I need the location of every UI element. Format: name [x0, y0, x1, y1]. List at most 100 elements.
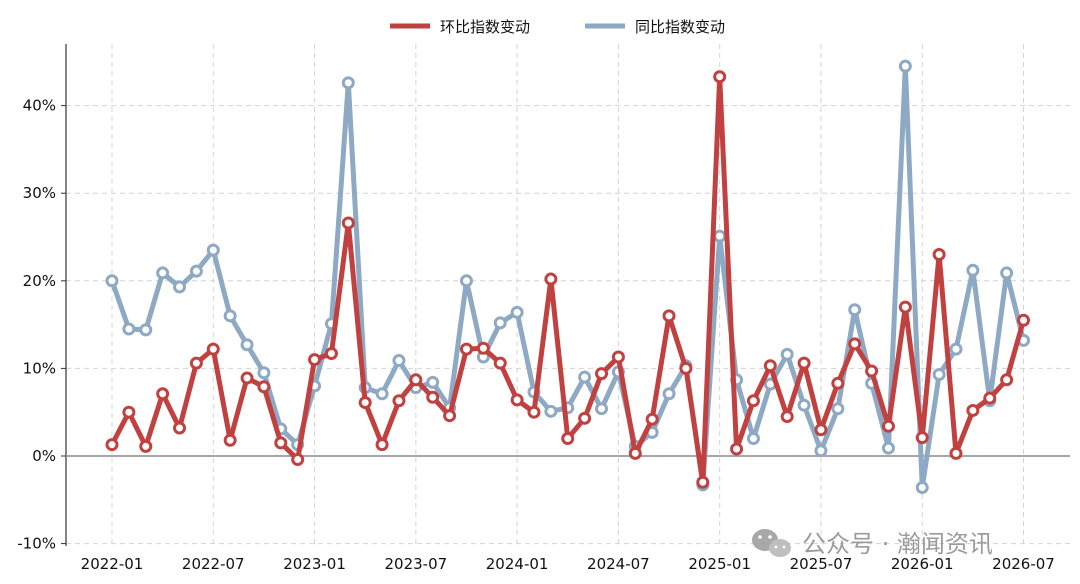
y-tick-label: 10% — [23, 359, 56, 377]
data-point — [139, 323, 153, 337]
data-point — [341, 76, 355, 90]
data-point — [578, 370, 592, 384]
x-tick-label: 2026-07 — [992, 555, 1055, 573]
data-point — [595, 402, 609, 416]
legend-item-mom: 环比指数变动 — [390, 18, 530, 36]
data-point — [156, 266, 170, 280]
data-point — [966, 263, 980, 277]
x-tick-label: 2024-01 — [486, 555, 549, 573]
data-point — [763, 359, 777, 373]
data-point — [493, 316, 507, 330]
data-point — [240, 338, 254, 352]
data-point — [628, 446, 642, 460]
y-tick-label: 0% — [32, 447, 56, 465]
data-point — [898, 300, 912, 314]
data-point — [308, 353, 322, 367]
data-point — [274, 436, 288, 450]
data-point — [713, 229, 727, 243]
data-point — [257, 380, 271, 394]
data-point — [476, 341, 490, 355]
data-point — [409, 373, 423, 387]
data-point — [510, 305, 524, 319]
x-tick-label: 2026-01 — [891, 555, 954, 573]
data-point — [324, 347, 338, 361]
data-point — [426, 375, 440, 389]
x-tick-labels: 2022-01 2022-07 2023-01 2023-07 2024-01 2024-… — [81, 555, 1055, 573]
data-point — [746, 431, 760, 445]
data-point — [240, 371, 254, 385]
data-point — [881, 419, 895, 433]
data-point — [206, 243, 220, 257]
data-point — [662, 309, 676, 323]
y-tick-label: 20% — [23, 272, 56, 290]
legend-item-yoy: 同比指数变动 — [585, 18, 725, 36]
data-point — [713, 70, 727, 84]
data-point — [527, 405, 541, 419]
watermark: 公众号 · 瀚闻资讯 — [752, 529, 993, 558]
x-tick-label: 2023-01 — [283, 555, 346, 573]
data-point — [105, 438, 119, 452]
data-point — [493, 356, 507, 370]
data-point — [797, 398, 811, 412]
data-point — [223, 309, 237, 323]
data-point — [426, 390, 440, 404]
data-point — [814, 444, 828, 458]
x-tick-label: 2025-07 — [790, 555, 853, 573]
data-point — [949, 446, 963, 460]
series-mom — [105, 70, 1031, 489]
x-tick-label: 2022-07 — [182, 555, 245, 573]
data-point — [173, 280, 187, 294]
y-tick-labels: -10% 0% 10% 20% 30% 40% — [17, 97, 66, 553]
data-point — [797, 356, 811, 370]
data-point — [189, 264, 203, 278]
legend-label-mom: 环比指数变动 — [440, 18, 530, 36]
legend: 环比指数变动 同比指数变动 — [390, 18, 725, 36]
data-point — [696, 475, 710, 489]
axes — [65, 44, 1070, 546]
x-tick-label: 2023-07 — [384, 555, 447, 573]
watermark-text: 公众号 · 瀚闻资讯 — [802, 530, 993, 558]
data-point — [932, 248, 946, 262]
data-point — [189, 356, 203, 370]
wechat-icon — [752, 529, 791, 557]
legend-label-yoy: 同比指数变动 — [635, 18, 725, 36]
data-point — [392, 394, 406, 408]
data-point — [173, 421, 187, 435]
data-point — [1000, 373, 1014, 387]
data-point — [730, 442, 744, 456]
data-point — [831, 402, 845, 416]
data-point — [662, 387, 676, 401]
data-point — [375, 387, 389, 401]
data-point — [459, 342, 473, 356]
data-point — [780, 347, 794, 361]
data-point — [105, 274, 119, 288]
data-point — [257, 366, 271, 380]
y-tick-label: 30% — [23, 184, 56, 202]
data-point — [831, 376, 845, 390]
data-point — [1000, 266, 1014, 280]
data-point — [881, 441, 895, 455]
data-point — [848, 303, 862, 317]
y-tick-label: -10% — [17, 535, 56, 553]
data-point — [780, 410, 794, 424]
series — [105, 59, 1031, 495]
data-point — [561, 431, 575, 445]
data-point — [611, 350, 625, 364]
data-point — [848, 337, 862, 351]
data-point — [679, 361, 693, 375]
data-point — [1017, 313, 1031, 327]
data-point — [983, 391, 997, 405]
data-point — [915, 481, 929, 495]
data-point — [949, 342, 963, 356]
data-point — [544, 272, 558, 286]
data-point — [645, 412, 659, 426]
data-point — [443, 409, 457, 423]
data-point — [341, 216, 355, 230]
data-point — [544, 404, 558, 418]
data-point — [291, 453, 305, 467]
data-point — [746, 394, 760, 408]
data-point — [156, 387, 170, 401]
data-point — [814, 423, 828, 437]
data-point — [966, 403, 980, 417]
